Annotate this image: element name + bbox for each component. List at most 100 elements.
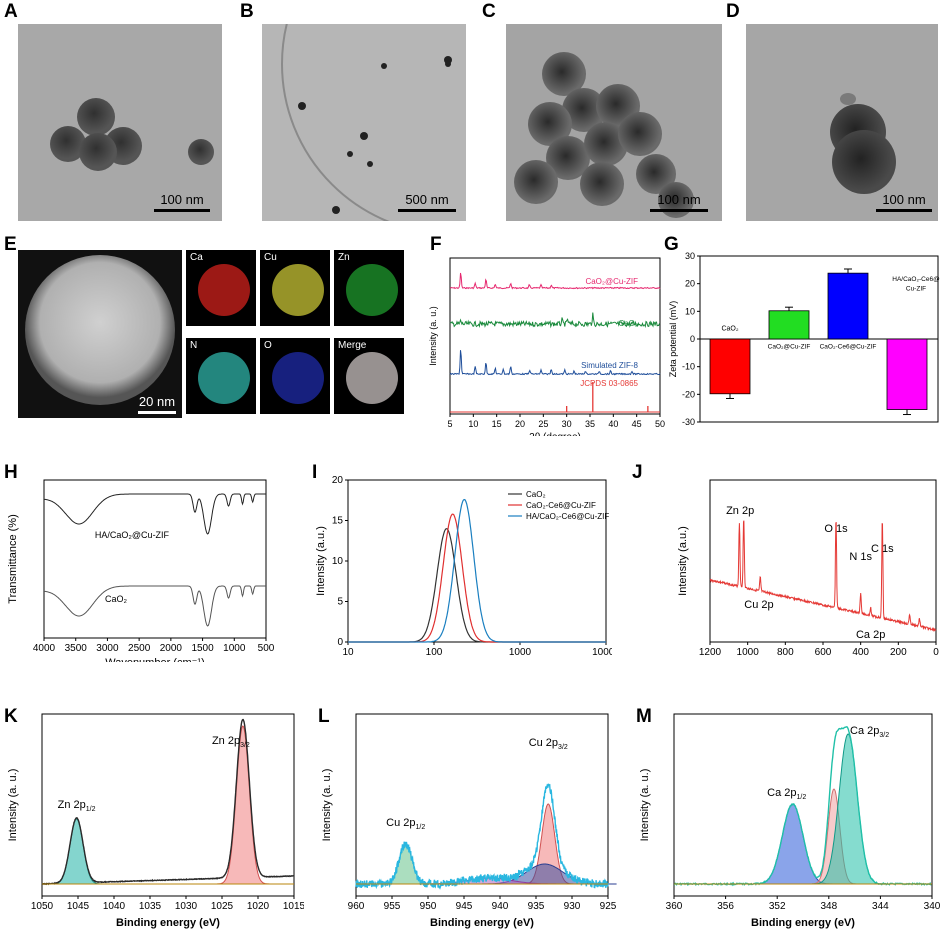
xps-peak-label: C 1s	[871, 543, 894, 555]
xrd-x-tick-label: 10	[468, 419, 478, 429]
panel-label-e: E	[4, 234, 17, 255]
zeta-category-label: CaO₂-Ce6@Cu-ZIF	[820, 344, 877, 351]
xps-hr-x-tick-label: 935	[528, 901, 545, 912]
panel-label-g: G	[664, 234, 679, 255]
xps-hr-x-tick-label: 940	[492, 901, 509, 912]
xrd-line-2	[449, 350, 661, 376]
panel-label-m: M	[636, 706, 652, 727]
xps-peak-label: Ca 2p3/2	[850, 725, 889, 739]
xps-peak-label: Cu 2p	[744, 599, 773, 611]
zeta-bar	[709, 338, 751, 395]
xps-hr-frame	[41, 713, 295, 897]
y-axis-label: Intensity (a. u.)	[428, 306, 438, 366]
dls-x-tick-label: 1000	[509, 647, 532, 658]
xps-hr-x-tick-label: 1045	[67, 901, 90, 912]
x-axis-label: Binding energy (eV)	[116, 917, 220, 929]
xrd-x-tick-label: 20	[515, 419, 525, 429]
dls-legend-label: HA/CaO₂-Ce6@Cu-ZIF	[526, 512, 609, 521]
zeta-y-tick-label: -20	[682, 389, 695, 399]
xrd-frame	[449, 257, 661, 415]
x-axis-label: Binding energy (eV)	[774, 661, 871, 662]
ftir-x-tick-label: 1000	[223, 643, 246, 654]
zeta-category-label: CaO₂@Cu-ZIF	[768, 344, 811, 351]
xps-x-tick-label: 200	[890, 647, 907, 658]
panel-label-j: J	[632, 462, 643, 483]
dls-y-tick-label: 10	[332, 556, 344, 567]
dls-legend-label: CaO₂	[526, 490, 546, 499]
xps-x-tick-label: 400	[852, 647, 869, 658]
dls-line-2	[348, 498, 606, 643]
xps-envelope-line	[355, 783, 609, 890]
ftir-x-tick-label: 2500	[128, 643, 151, 654]
zeta-y-tick-label: 20	[685, 279, 695, 289]
xrd-x-tick-label: 50	[655, 419, 665, 429]
xps-hr-x-tick-label: 1040	[103, 901, 126, 912]
xps-hr-frame	[673, 713, 933, 897]
xps-cu-chart: Intensity (a. u.) Binding energy (eV) 960 9…	[321, 713, 617, 929]
eds-map-n: N	[186, 338, 256, 414]
panel-label-h: H	[4, 462, 18, 483]
xrd-x-tick-label: 30	[562, 419, 572, 429]
zeta-chart: Zeta potential (mV) 30 20 10 0 -10 -20 -30 CaO₂ C…	[668, 251, 940, 427]
ftir-line-1	[43, 585, 266, 627]
ftir-x-tick-label: 500	[258, 643, 274, 654]
xps-survey-line	[709, 520, 937, 632]
xps-ca-chart: Intensity (a. u.) Binding energy (eV) 360 3…	[639, 713, 941, 929]
zeta-y-tick-label: -30	[682, 417, 695, 427]
zeta-category-label: CaO₂	[721, 326, 738, 333]
xps-peak-label: Cu 2p3/2	[529, 737, 568, 751]
y-axis-label: Intensity (a.u.)	[315, 526, 327, 596]
xps-component-0	[379, 843, 432, 885]
y-axis-label: Zeta potential (mV)	[668, 301, 678, 378]
xrd-x-tick-label: 25	[538, 419, 548, 429]
xps-hr-x-tick-label: 925	[600, 901, 617, 912]
tem-image-b: 500 nm	[262, 24, 466, 221]
eds-map-o: O	[260, 338, 330, 414]
xps-hr-x-tick-label: 344	[872, 901, 889, 912]
xps-hr-x-tick-label: 356	[717, 901, 734, 912]
y-axis-label: Intensity (a. u.)	[639, 769, 651, 842]
x-axis-label: Binding energy (eV)	[430, 917, 534, 929]
xps-component-1	[216, 725, 270, 885]
y-axis-label: Intensity (a. u.)	[7, 769, 19, 842]
xps-hr-x-tick-label: 960	[348, 901, 365, 912]
scale-bar-d: 100 nm	[876, 192, 932, 212]
zeta-bar	[768, 310, 810, 340]
xps-hr-x-tick-label: 1025	[211, 901, 234, 912]
panel-label-l: L	[318, 706, 330, 727]
ftir-x-tick-label: 1500	[191, 643, 214, 654]
eds-map-label: Cu	[264, 252, 277, 263]
dls-x-tick-label: 100	[426, 647, 443, 658]
eds-map-label: Zn	[338, 252, 350, 263]
zeta-category-label: HA/CaO₂-Ce6@	[892, 276, 940, 283]
eds-map-label: Ca	[190, 252, 203, 263]
panel-label-d: D	[726, 1, 740, 22]
xps-peak-label: Ca 2p1/2	[767, 787, 806, 801]
xps-hr-x-tick-label: 930	[564, 901, 581, 912]
xrd-chart: Intensity (a. u.) 2θ (degree) 5 10 15 20 25 30 3…	[428, 257, 665, 436]
xrd-x-tick-label: 15	[492, 419, 502, 429]
xps-hr-x-tick-label: 1030	[175, 901, 198, 912]
xrd-series-label: CaO₂@Cu-ZIF	[585, 277, 638, 286]
xps-peak-label: N 1s	[849, 551, 872, 563]
x-axis-label: Diameter (nm)	[442, 661, 512, 662]
eds-map-label: O	[264, 340, 272, 351]
panel-label-i: I	[312, 462, 318, 483]
eds-map-label: N	[190, 340, 198, 351]
xps-peak-label: Ca 2p	[856, 629, 885, 641]
xps-envelope-line	[41, 718, 295, 886]
ftir-x-tick-label: 2000	[160, 643, 183, 654]
x-axis-label: Binding energy (eV)	[751, 917, 855, 929]
xrd-series-label: CaO₂	[618, 319, 638, 328]
dls-x-tick-label: 10	[342, 647, 354, 658]
xps-hr-frame	[355, 713, 609, 897]
scale-bar-c: 100 nm	[650, 192, 708, 212]
y-axis-label: Transmittance (%)	[7, 514, 19, 603]
eds-map-zn: Zn	[334, 250, 404, 326]
dls-y-tick-label: 20	[332, 475, 344, 486]
dls-y-tick-label: 15	[332, 516, 344, 527]
xps-hr-x-tick-label: 352	[769, 901, 786, 912]
xrd-line-0	[449, 272, 661, 290]
x-axis-label: 2θ (degree)	[529, 432, 581, 436]
xps-hr-x-tick-label: 1015	[283, 901, 304, 912]
